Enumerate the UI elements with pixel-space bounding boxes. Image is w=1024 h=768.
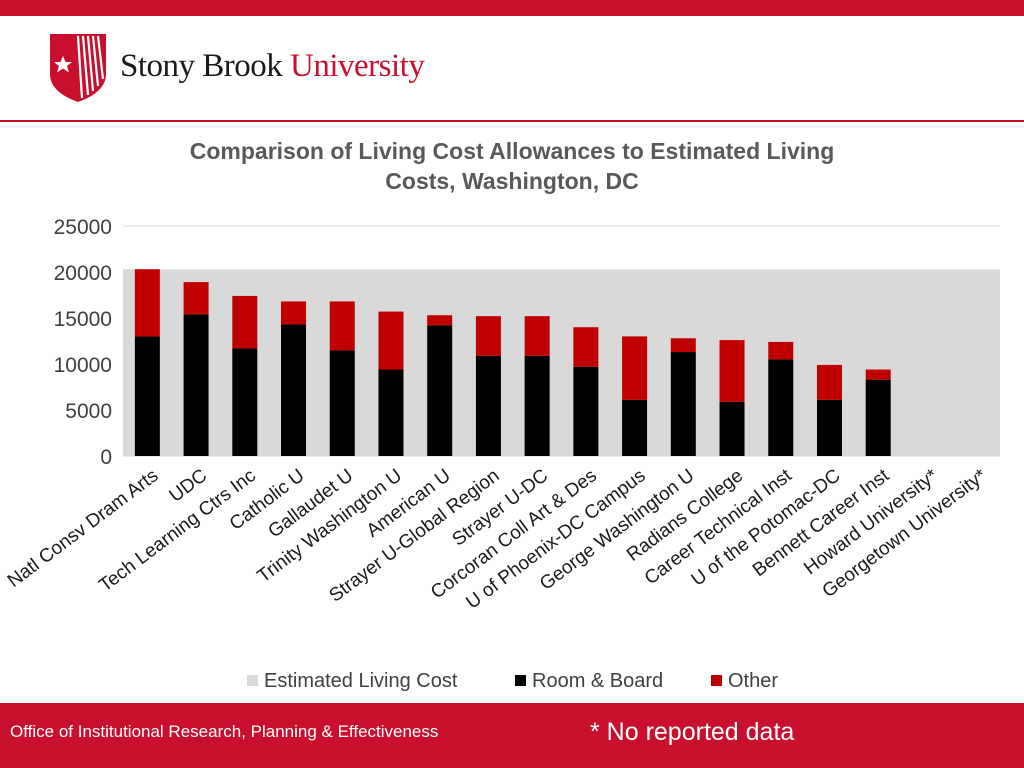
bar-room-board-1 xyxy=(183,314,209,456)
bar-other-14 xyxy=(816,364,842,400)
bar-other-1 xyxy=(183,282,209,315)
logo-university: University xyxy=(290,48,425,84)
y-tick-label-0: 0 xyxy=(100,446,112,469)
bar-room-board-12 xyxy=(719,401,745,456)
bar-room-board-11 xyxy=(670,352,696,456)
bar-other-13 xyxy=(768,341,794,360)
bar-other-4 xyxy=(329,301,355,351)
bar-room-board-2 xyxy=(232,348,258,456)
legend-label-estimated: Estimated Living Cost xyxy=(264,670,458,692)
chart-title-line-2: Costs, Washington, DC xyxy=(385,168,638,194)
bar-estimated-living-cost xyxy=(123,269,1000,456)
legend-swatch-other xyxy=(711,675,722,686)
bar-other-9 xyxy=(573,327,599,367)
bar-room-board-6 xyxy=(427,325,453,456)
legend-label-room-board: Room & Board xyxy=(532,670,663,692)
bar-other-2 xyxy=(232,295,258,349)
bar-other-6 xyxy=(427,315,453,326)
y-tick-label-25000: 25000 xyxy=(54,216,112,239)
living-cost-chart: Comparison of Living Cost Allowances to … xyxy=(4,138,1000,692)
bar-other-8 xyxy=(524,316,550,356)
bar-room-board-9 xyxy=(573,366,599,456)
bar-other-7 xyxy=(475,316,501,356)
y-tick-label-20000: 20000 xyxy=(54,262,112,285)
logo-wordmark: Stony Brook University xyxy=(120,48,425,85)
footer-bar: Office of Institutional Research, Planni… xyxy=(0,703,1024,768)
bar-room-board-15 xyxy=(865,379,891,456)
bar-room-board-3 xyxy=(281,324,307,456)
bar-room-board-5 xyxy=(378,369,404,456)
legend-label-other: Other xyxy=(728,670,778,692)
bar-other-10 xyxy=(622,336,648,400)
bar-other-15 xyxy=(865,369,891,380)
logo-stony-brook: Stony Brook xyxy=(120,48,283,84)
footer-office-name: Office of Institutional Research, Planni… xyxy=(10,722,439,741)
y-tick-label-5000: 5000 xyxy=(65,400,112,423)
y-tick-label-10000: 10000 xyxy=(54,354,112,377)
bar-room-board-14 xyxy=(816,399,842,456)
header-divider xyxy=(0,120,1024,122)
chart-title-line-1: Comparison of Living Cost Allowances to … xyxy=(190,138,835,164)
bar-room-board-4 xyxy=(329,350,355,456)
footer-note: * No reported data xyxy=(590,718,795,746)
bar-other-12 xyxy=(719,340,745,402)
y-tick-label-15000: 15000 xyxy=(54,308,112,331)
bar-other-5 xyxy=(378,311,404,370)
bar-room-board-13 xyxy=(768,359,794,456)
bar-room-board-0 xyxy=(134,336,160,456)
bar-room-board-10 xyxy=(622,399,648,456)
bar-other-0 xyxy=(134,269,160,337)
bar-other-11 xyxy=(670,338,696,353)
stony-brook-logo: Stony Brook University xyxy=(48,32,468,106)
bar-room-board-7 xyxy=(475,355,501,456)
bar-other-3 xyxy=(281,301,307,325)
legend-swatch-estimated xyxy=(247,675,258,686)
top-brand-stripe xyxy=(0,0,1024,16)
shield-icon xyxy=(50,34,106,102)
legend-swatch-room-board xyxy=(515,675,526,686)
bar-room-board-8 xyxy=(524,355,550,456)
